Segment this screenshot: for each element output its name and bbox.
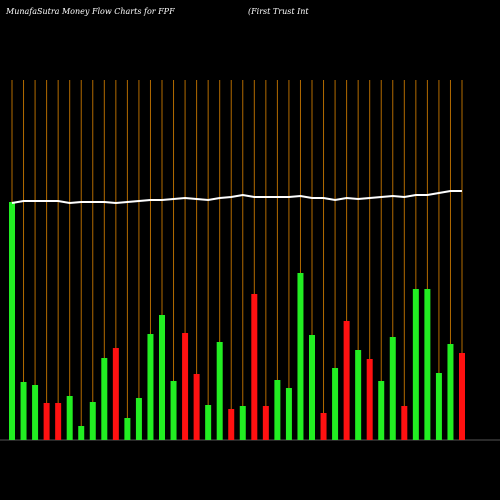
bar [274,380,281,440]
bar [251,294,258,440]
bar [193,374,200,440]
bar [205,405,212,440]
bar [285,388,292,440]
bar [55,403,62,440]
bar [332,368,339,440]
bar [355,350,362,440]
bar [43,403,50,440]
bar [366,359,373,440]
bar [320,413,327,440]
bar [9,202,15,440]
bar [378,381,385,440]
flow-line [11,190,462,205]
bar [32,385,39,440]
bar [78,426,85,440]
bar [159,315,165,440]
bar [435,373,442,440]
bar [343,321,350,440]
bar [20,382,27,440]
bar [66,396,73,440]
bar [170,381,177,440]
chart-subtitle: (First Trust Int [248,7,309,16]
bar [112,348,119,440]
bar [297,273,304,440]
chart-title: MunafaSutra Money Flow Charts for FPF [5,7,175,16]
bar [89,402,96,440]
bar [228,409,235,440]
bar [459,353,465,440]
bar [101,358,108,440]
bar [401,406,408,440]
bar [182,333,189,440]
bar [309,335,315,440]
bar [447,344,454,440]
bar [239,406,246,440]
bar [147,334,154,440]
bar [216,342,223,440]
bar [412,289,419,440]
bar [135,398,142,440]
bar [124,418,131,440]
bar [389,337,396,440]
bar [262,406,269,440]
bar [424,289,431,440]
